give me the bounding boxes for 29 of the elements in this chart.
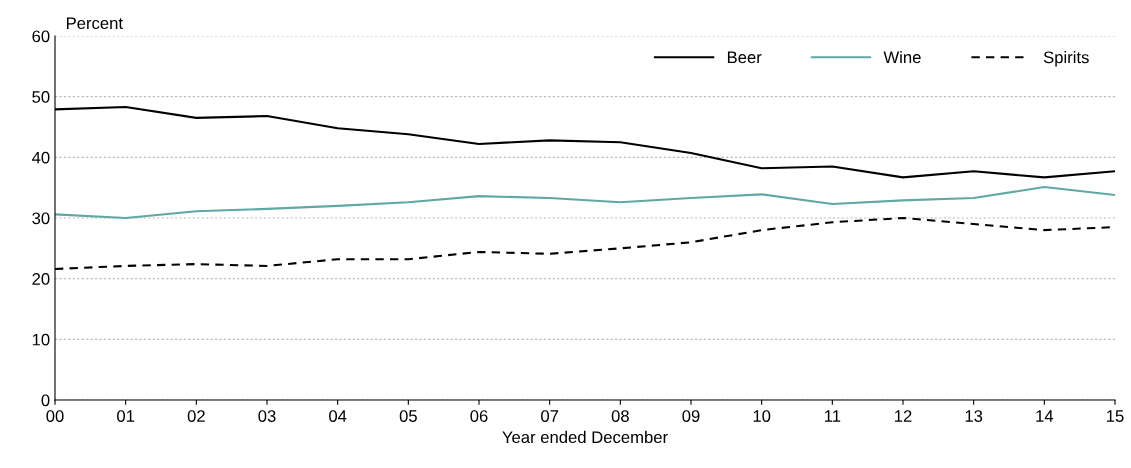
y-axis-title: Percent <box>66 17 123 30</box>
x-tick-label: 08 <box>611 410 629 422</box>
x-tick-label: 10 <box>753 410 771 422</box>
x-tick-label: 11 <box>824 410 841 422</box>
x-tick-label: 06 <box>470 410 488 422</box>
x-tick-label: 09 <box>682 410 700 422</box>
y-tick-label: 0 <box>41 394 50 407</box>
x-tick-label: 12 <box>895 410 912 422</box>
x-tick-label: 15 <box>1107 410 1124 422</box>
x-tick-label: 14 <box>1036 410 1054 422</box>
x-tick-label: 07 <box>541 410 559 422</box>
y-tick-label: 30 <box>32 212 50 225</box>
y-tick-label: 60 <box>32 30 50 43</box>
x-tick-label: 03 <box>258 410 276 422</box>
y-tick-label: 20 <box>32 273 50 285</box>
x-tick-label: 00 <box>46 410 64 422</box>
x-tick-label: 02 <box>187 410 205 422</box>
legend-label: Beer <box>727 51 762 64</box>
x-tick-label: 04 <box>329 410 347 422</box>
y-tick-label: 40 <box>31 151 50 164</box>
x-axis-title: Year ended December <box>502 430 668 444</box>
legend-label: Spirits <box>1043 51 1089 67</box>
y-tick-label: 10 <box>32 333 50 346</box>
line-series <box>55 186 1115 220</box>
x-tick-label: 05 <box>399 410 417 422</box>
x-tick-label: 13 <box>965 410 983 422</box>
y-tick-label: 50 <box>32 91 50 103</box>
legend-label: Wine <box>883 51 921 64</box>
x-tick-label: 01 <box>117 410 135 422</box>
